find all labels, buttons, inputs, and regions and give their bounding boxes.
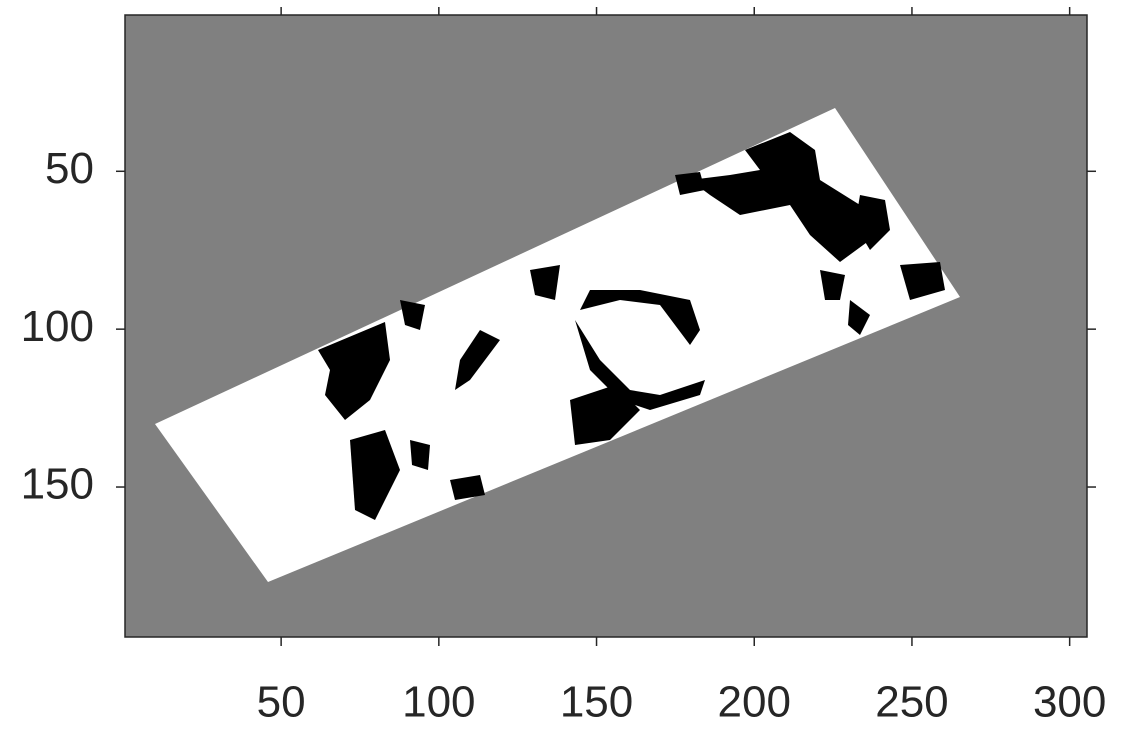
x-tick-label: 200 <box>718 678 791 727</box>
y-tick-label: 150 <box>21 460 94 509</box>
y-tick-label: 50 <box>45 144 94 193</box>
y-tick-label: 100 <box>21 302 94 351</box>
x-tick-label: 150 <box>560 678 633 727</box>
x-tick-label: 100 <box>402 678 475 727</box>
x-tick-label: 250 <box>875 678 948 727</box>
x-tick-label: 50 <box>257 678 306 727</box>
x-tick-label: 300 <box>1033 678 1106 727</box>
chart: 50 100 150 200 250 300 50 100 150 <box>0 0 1122 731</box>
